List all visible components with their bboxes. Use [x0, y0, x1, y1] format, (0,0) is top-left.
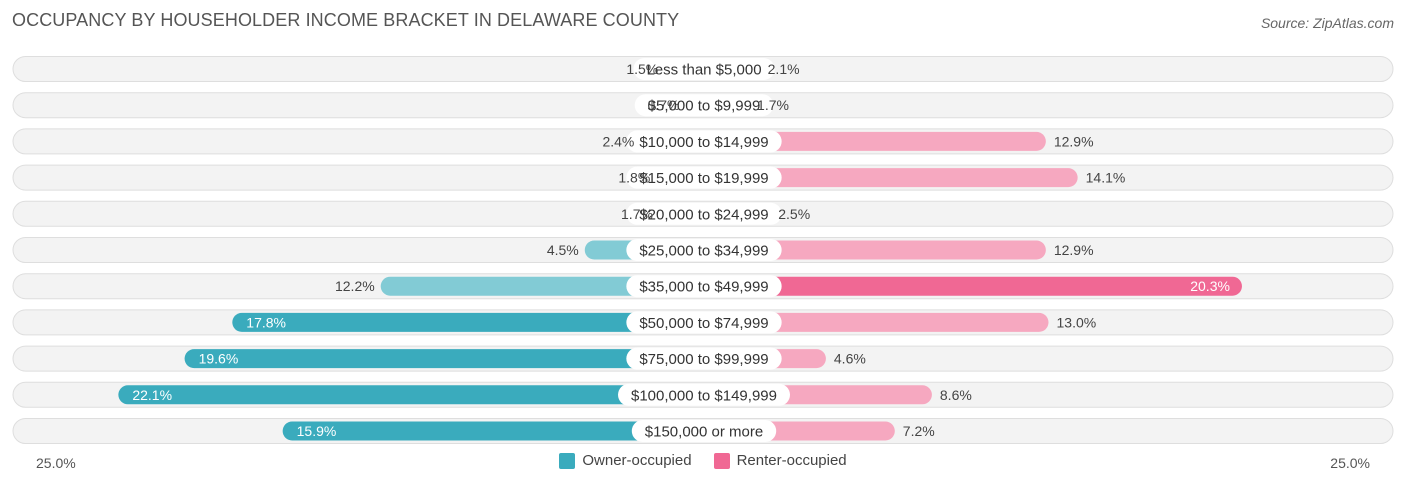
value-renter-15-000-to-19-999: 14.1% — [1086, 170, 1126, 186]
category-pill-15-000-to-19-999 — [626, 166, 782, 189]
category-pill-10-000-to-14-999 — [626, 130, 782, 153]
value-owner-50-000-to-74-999: 17.8% — [246, 314, 286, 330]
bar-owner-100-000-to-149-999 — [118, 385, 705, 405]
legend-label-owner: Owner-occupied — [582, 452, 692, 469]
legend-item-owner[interactable]: Owner-occupied — [559, 452, 692, 469]
chart-title: OCCUPANCY BY HOUSEHOLDER INCOME BRACKET … — [12, 10, 680, 30]
bar-renter-15-000-to-19-999 — [704, 168, 1078, 188]
value-renter-5-000-to-9-999: 1.7% — [757, 97, 789, 113]
category-label-25-000-to-34-999: $25,000 to $34,999 — [639, 243, 768, 260]
bar-renter-10-000-to-14-999 — [704, 131, 1046, 151]
value-owner-20-000-to-24-999: 1.7% — [621, 206, 653, 222]
legend-item-renter[interactable]: Renter-occupied — [713, 452, 847, 469]
bar-renter-35-000-to-49-999 — [704, 276, 1242, 296]
value-renter-20-000-to-24-999: 2.5% — [778, 206, 810, 222]
category-label-15-000-to-19-999: $15,000 to $19,999 — [639, 170, 768, 187]
value-renter-10-000-to-14-999: 12.9% — [1054, 133, 1094, 149]
category-label-50-000-to-74-999: $50,000 to $74,999 — [639, 315, 768, 332]
value-renter-25-000-to-34-999: 12.9% — [1054, 242, 1094, 258]
value-owner-75-000-to-99-999: 19.6% — [199, 351, 239, 367]
chart-source: Source: ZipAtlas.com — [1260, 15, 1394, 31]
category-pill-100-000-to-149-999 — [618, 383, 790, 406]
category-label-10-000-to-14-999: $10,000 to $14,999 — [639, 134, 768, 151]
value-owner-15-000-to-19-999: 1.8% — [618, 170, 650, 186]
legend-swatch-owner — [559, 452, 576, 469]
category-pill-35-000-to-49-999 — [626, 275, 782, 298]
category-label-20-000-to-24-999: $20,000 to $24,999 — [639, 206, 768, 223]
axis-right-label: 25.0% — [1330, 455, 1370, 471]
category-label-35-000-to-49-999: $35,000 to $49,999 — [639, 279, 768, 296]
legend-label-renter: Renter-occupied — [736, 452, 847, 469]
category-pill-50-000-to-74-999 — [626, 311, 782, 334]
value-renter-50-000-to-74-999: 13.0% — [1057, 314, 1097, 330]
bar-renter-25-000-to-34-999 — [704, 240, 1046, 260]
bar-owner-35-000-to-49-999 — [380, 276, 704, 296]
value-renter-75-000-to-99-999: 4.6% — [834, 351, 866, 367]
bar-owner-150-000-or-more — [282, 421, 704, 441]
value-owner-5-000-to-9-999: 0.7% — [648, 97, 680, 113]
value-owner-100-000-to-149-999: 22.1% — [132, 387, 172, 403]
category-pill-25-000-to-34-999 — [626, 239, 782, 261]
category-pill-5-000-to-9-999 — [634, 94, 774, 117]
legend: Owner-occupied Renter-occupied — [0, 452, 1406, 469]
category-label-75-000-to-99-999: $75,000 to $99,999 — [639, 351, 768, 368]
value-owner-150-000-or-more: 15.9% — [297, 423, 337, 439]
category-pill-150-000-or-more — [631, 420, 777, 442]
value-owner-less-than-5-000: 1.5% — [626, 61, 658, 77]
value-renter-150-000-or-more: 7.2% — [903, 423, 935, 439]
category-pill-20-000-to-24-999 — [626, 202, 782, 225]
category-label-150-000-or-more: $150,000 or more — [645, 424, 763, 441]
legend-swatch-renter — [713, 452, 730, 469]
value-owner-10-000-to-14-999: 2.4% — [602, 133, 634, 149]
category-label-less-than-5-000: Less than $5,000 — [646, 62, 761, 79]
category-label-5-000-to-9-999: $5,000 to $9,999 — [648, 98, 761, 115]
bar-renter-50-000-to-74-999 — [704, 312, 1049, 332]
category-pill-75-000-to-99-999 — [626, 347, 782, 370]
axis-left-label: 25.0% — [36, 455, 76, 471]
value-renter-100-000-to-149-999: 8.6% — [940, 387, 972, 403]
category-pill-less-than-5-000 — [633, 58, 775, 80]
bar-owner-75-000-to-99-999 — [184, 349, 705, 369]
value-owner-25-000-to-34-999: 4.5% — [547, 242, 579, 258]
value-owner-35-000-to-49-999: 12.2% — [335, 278, 375, 294]
bar-owner-50-000-to-74-999 — [232, 312, 705, 332]
value-renter-35-000-to-49-999: 20.3% — [1190, 278, 1230, 294]
category-label-100-000-to-149-999: $100,000 to $149,999 — [631, 387, 777, 404]
value-renter-less-than-5-000: 2.1% — [768, 61, 800, 77]
